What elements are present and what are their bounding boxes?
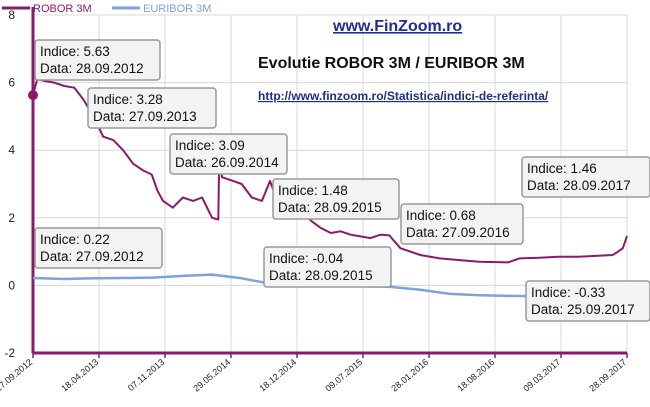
callout-date: Data: 26.09.2014 [175, 155, 279, 170]
y-tick-label: -2 [4, 346, 15, 360]
y-tick-label: 4 [8, 143, 15, 157]
callout-date: Data: 28.09.2015 [269, 268, 373, 283]
x-tick-label: 29.05.2014 [191, 357, 232, 394]
callout-date: Data: 27.09.2013 [93, 109, 197, 124]
callout-box [400, 203, 524, 245]
callout-value: Indice: -0.04 [269, 251, 344, 266]
callout-value: Indice: 3.28 [93, 92, 163, 107]
callout-value: Indice: 0.22 [40, 232, 110, 247]
data-callout: Indice: -0.04 Data: 28.09.2015 [263, 246, 392, 288]
callout-date: Data: 27.09.2016 [406, 225, 510, 240]
data-callout: Indice: 1.46 Data: 28.09.2017 [521, 156, 650, 198]
data-callout: Indice: 5.63 Data: 28.09.2012 [34, 39, 161, 81]
x-tick-label: 27.09.2012 [0, 357, 34, 394]
data-callout: Indice: 3.09 Data: 26.09.2014 [169, 133, 288, 175]
callout-box [263, 246, 392, 288]
callout-date: Data: 28.09.2012 [40, 61, 144, 76]
y-tick-label: 2 [8, 211, 15, 225]
callout-box [34, 227, 163, 269]
data-callout: Indice: 3.28 Data: 27.09.2013 [87, 87, 217, 129]
callout-box [169, 133, 288, 175]
callout-box [34, 39, 161, 81]
x-tick-label: 18.12.2014 [257, 357, 298, 394]
x-tick-label: 18.04.2013 [59, 357, 100, 394]
legend-label-robor: ROBOR 3M [33, 3, 92, 15]
y-tick-label: 0 [8, 278, 15, 292]
data-callout: Indice: 1.48 Data: 28.09.2015 [272, 178, 400, 220]
callout-box [272, 178, 400, 220]
data-callout: Indice: 0.68 Data: 27.09.2016 [400, 203, 524, 245]
x-tick-label: 09.07.2015 [323, 357, 364, 394]
callout-box [525, 280, 650, 322]
callout-date: Data: 25.09.2017 [531, 302, 635, 317]
site-title[interactable]: www.FinZoom.ro [332, 18, 462, 35]
callout-value: Indice: 1.46 [527, 161, 597, 176]
callout-value: Indice: 3.09 [175, 138, 245, 153]
data-callout: Indice: 0.22 Data: 27.09.2012 [34, 227, 163, 269]
callout-date: Data: 28.09.2015 [278, 200, 382, 215]
callout-date: Data: 28.09.2017 [527, 178, 631, 193]
y-tick-label: 6 [8, 76, 15, 90]
data-point-marker[interactable] [28, 90, 38, 101]
chart-title: Evolutie ROBOR 3M / EURIBOR 3M [258, 55, 525, 72]
callout-date: Data: 27.09.2012 [40, 249, 144, 264]
legend: ROBOR 3M EURIBOR 3M [2, 3, 211, 15]
callout-box [521, 156, 650, 198]
x-tick-label: 28.09.2017 [587, 357, 628, 394]
callout-value: Indice: 5.63 [40, 44, 110, 59]
callout-box [87, 87, 217, 129]
series-line-robor[interactable] [32, 78, 628, 264]
y-tick-label: 8 [8, 8, 15, 22]
x-tick-label: 28.01.2016 [389, 357, 430, 394]
x-tick-label: 18.08.2016 [455, 357, 496, 394]
x-tick-label: 07.11.2013 [126, 357, 166, 393]
callout-value: Indice: 0.68 [406, 208, 476, 223]
x-tick-label: 09.03.2017 [521, 357, 562, 394]
source-url[interactable]: http://www.finzoom.ro/Statistica/indici-… [258, 89, 549, 103]
callout-value: Indice: 1.48 [278, 183, 348, 198]
data-callout: Indice: -0.33 Data: 25.09.2017 [525, 280, 650, 322]
annotation-layer: Indice: 5.63 Data: 28.09.2012 Indice: 3.28… [34, 39, 650, 322]
legend-label-euribor: EURIBOR 3M [143, 3, 211, 15]
callout-value: Indice: -0.33 [531, 285, 605, 300]
